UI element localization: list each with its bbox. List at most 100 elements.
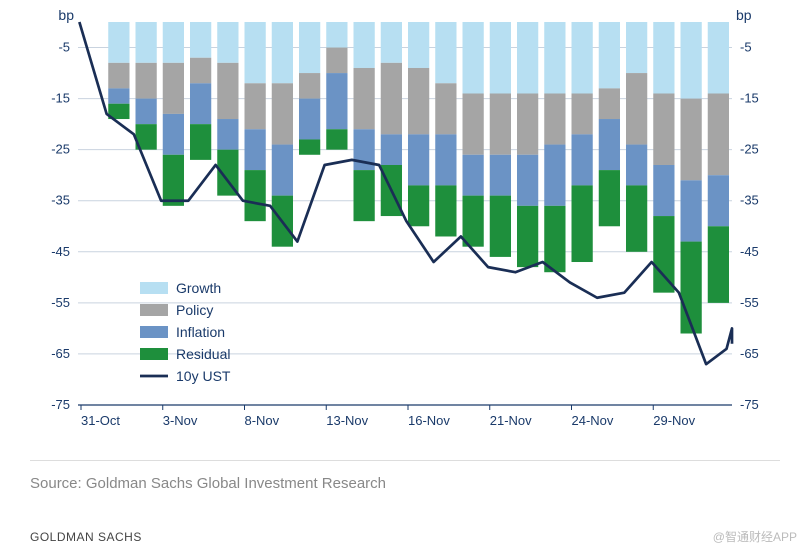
bar-policy (708, 93, 729, 175)
y-tick-left: -45 (51, 244, 70, 259)
bar-residual (326, 129, 347, 149)
decomposition-chart: -5-5-15-15-25-25-35-35-45-45-55-55-65-65… (30, 10, 780, 450)
bar-inflation (163, 114, 184, 155)
bar-policy (462, 93, 483, 154)
bar-growth (299, 22, 320, 73)
legend-label: 10y UST (176, 368, 231, 384)
y-tick-left: -15 (51, 91, 70, 106)
y-tick-right: -55 (740, 295, 759, 310)
y-unit-right: bp (736, 7, 752, 23)
bar-growth (272, 22, 293, 83)
bar-residual (299, 139, 320, 154)
y-tick-right: -25 (740, 142, 759, 157)
bar-policy (544, 93, 565, 144)
chart-container: -5-5-15-15-25-25-35-35-45-45-55-55-65-65… (30, 10, 780, 450)
y-tick-left: -75 (51, 397, 70, 412)
bar-growth (190, 22, 211, 58)
x-label: 29-Nov (653, 413, 695, 428)
bar-policy (381, 63, 402, 134)
x-label: 3-Nov (163, 413, 198, 428)
bar-growth (490, 22, 511, 93)
legend-swatch (140, 348, 168, 360)
bar-residual (462, 196, 483, 247)
x-label: 31-Oct (81, 413, 120, 428)
bar-growth (599, 22, 620, 88)
x-label: 8-Nov (244, 413, 279, 428)
x-label: 21-Nov (490, 413, 532, 428)
legend-swatch (140, 304, 168, 316)
legend-label: Inflation (176, 324, 225, 340)
bar-residual (190, 124, 211, 160)
bar-residual (163, 155, 184, 206)
y-tick-left: -65 (51, 346, 70, 361)
bar-policy (490, 93, 511, 154)
bar-growth (680, 22, 701, 99)
bar-growth (708, 22, 729, 93)
watermark: @智通财经APP (713, 528, 797, 545)
bar-growth (517, 22, 538, 93)
bar-inflation (217, 119, 238, 150)
bar-policy (326, 48, 347, 74)
y-tick-right: -35 (740, 193, 759, 208)
bar-residual (708, 226, 729, 303)
bar-residual (490, 196, 511, 257)
bar-policy (244, 83, 265, 129)
y-tick-left: -55 (51, 295, 70, 310)
bar-residual (626, 185, 647, 251)
bar-inflation (326, 73, 347, 129)
bar-growth (571, 22, 592, 93)
bar-inflation (299, 99, 320, 140)
bar-growth (217, 22, 238, 63)
bar-inflation (408, 134, 429, 185)
bar-residual (244, 170, 265, 221)
bar-growth (108, 22, 129, 63)
legend-label: Policy (176, 302, 213, 318)
y-tick-right: -75 (740, 397, 759, 412)
x-label: 13-Nov (326, 413, 368, 428)
bar-growth (544, 22, 565, 93)
bar-inflation (490, 155, 511, 196)
legend-swatch (140, 282, 168, 294)
bar-policy (571, 93, 592, 134)
y-unit-left: bp (58, 7, 74, 23)
bar-growth (435, 22, 456, 83)
bar-growth (381, 22, 402, 63)
bar-inflation (708, 175, 729, 226)
y-tick-left: -5 (58, 40, 70, 55)
bar-residual (517, 206, 538, 267)
bar-residual (571, 185, 592, 262)
bar-inflation (244, 129, 265, 170)
bar-policy (517, 93, 538, 154)
bar-inflation (626, 145, 647, 186)
bar-growth (244, 22, 265, 83)
bar-growth (326, 22, 347, 48)
bar-policy (353, 68, 374, 129)
bar-policy (272, 83, 293, 144)
bar-residual (680, 242, 701, 334)
bar-residual (599, 170, 620, 226)
bar-policy (163, 63, 184, 114)
bar-policy (408, 68, 429, 134)
bar-inflation (135, 99, 156, 125)
bar-growth (462, 22, 483, 93)
y-tick-left: -25 (51, 142, 70, 157)
bar-residual (544, 206, 565, 272)
bar-inflation (571, 134, 592, 185)
bar-inflation (462, 155, 483, 196)
bar-inflation (653, 165, 674, 216)
legend-label: Residual (176, 346, 230, 362)
bar-growth (353, 22, 374, 68)
bar-residual (653, 216, 674, 293)
bar-growth (653, 22, 674, 93)
source-text: Source: Goldman Sachs Global Investment … (30, 475, 386, 492)
y-tick-left: -35 (51, 193, 70, 208)
bar-inflation (680, 180, 701, 241)
bar-inflation (381, 134, 402, 165)
y-tick-right: -15 (740, 91, 759, 106)
brand-label: GOLDMAN SACHS (30, 530, 142, 544)
bar-inflation (108, 88, 129, 103)
bar-policy (108, 63, 129, 89)
bar-growth (408, 22, 429, 68)
x-label: 16-Nov (408, 413, 450, 428)
bar-residual (435, 185, 456, 236)
